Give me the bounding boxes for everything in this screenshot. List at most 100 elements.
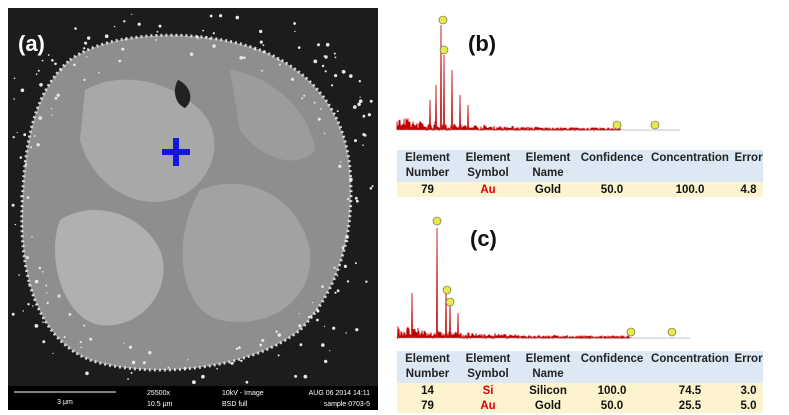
dot	[298, 46, 301, 49]
dot	[31, 236, 33, 238]
spectrum-c	[397, 217, 690, 338]
header-cell: Symbol	[467, 167, 509, 179]
dot	[131, 14, 132, 15]
header-cell: Element	[405, 353, 450, 365]
dot	[310, 315, 312, 317]
dot	[86, 56, 87, 57]
dot	[192, 380, 196, 384]
dot	[300, 343, 303, 346]
table-row-bg	[397, 383, 763, 398]
dot	[83, 325, 85, 327]
dot	[87, 36, 90, 39]
dot	[143, 361, 146, 364]
dot	[294, 375, 297, 378]
dot	[15, 224, 16, 225]
dot	[157, 31, 159, 33]
dot	[372, 185, 374, 187]
dot	[278, 333, 282, 337]
sem-image: (a) 3 μm 25500x 10.5 μm 10kV - Image BSD…	[8, 8, 378, 410]
dot	[344, 265, 347, 268]
dot	[148, 351, 151, 354]
dot	[36, 73, 38, 75]
dot	[30, 146, 32, 148]
dot	[98, 72, 100, 74]
spectrum-trace	[397, 228, 631, 338]
dot	[321, 285, 324, 288]
dot	[263, 44, 265, 46]
dot	[55, 97, 58, 100]
header-cell: Concentration	[651, 353, 729, 365]
dot	[13, 98, 15, 100]
dot	[314, 102, 316, 104]
dot	[347, 241, 348, 242]
dot	[298, 324, 301, 327]
dot	[187, 359, 188, 360]
peak-marker	[440, 46, 448, 54]
dot	[349, 178, 353, 182]
dot	[14, 78, 16, 80]
header-cell: Element	[466, 152, 511, 164]
dot	[129, 346, 132, 349]
dot	[359, 80, 361, 82]
dot	[118, 60, 121, 63]
dot	[320, 108, 322, 110]
dot	[21, 89, 25, 93]
header-cell: Element	[405, 152, 450, 164]
dot	[360, 97, 361, 98]
dot	[155, 39, 157, 41]
dot	[363, 115, 366, 118]
dot	[205, 36, 207, 38]
dot	[83, 79, 85, 81]
dot	[259, 30, 262, 33]
dot	[47, 302, 49, 304]
dot	[359, 99, 363, 103]
header-cell: Element	[466, 353, 511, 365]
dot	[127, 378, 129, 380]
dot	[23, 133, 26, 136]
dot	[27, 196, 30, 199]
dot	[38, 70, 40, 72]
dot	[293, 22, 296, 25]
dot	[210, 15, 213, 18]
table-b: ElementNumberElementSymbolElementNameCon…	[397, 150, 763, 197]
header-cell: Element	[526, 353, 571, 365]
dot	[342, 70, 346, 74]
dot	[32, 305, 33, 306]
dot	[324, 133, 326, 135]
dot	[340, 161, 341, 162]
dot	[349, 74, 353, 78]
dot	[294, 31, 295, 32]
dot	[303, 95, 305, 97]
header-cell: Number	[406, 368, 450, 380]
dot	[60, 68, 63, 71]
dot	[246, 381, 249, 384]
dot	[325, 70, 327, 72]
table-cell: 3.0	[741, 385, 757, 397]
dot	[54, 63, 57, 66]
dot	[35, 324, 39, 328]
figure: (a) 3 μm 25500x 10.5 μm 10kV - Image BSD…	[0, 0, 789, 415]
dot	[338, 165, 341, 168]
dot	[362, 144, 364, 146]
dot	[324, 55, 326, 57]
header-cell: Number	[406, 167, 450, 179]
dot	[105, 34, 109, 38]
dot	[304, 375, 308, 379]
dot	[138, 23, 141, 26]
dot	[318, 118, 321, 121]
table-cell: 100.0	[676, 184, 705, 196]
mode: 10kV - Image	[222, 390, 264, 397]
dot	[80, 347, 82, 349]
dot	[317, 43, 320, 46]
spectrum-trace	[397, 25, 621, 130]
dot	[201, 375, 205, 379]
panel-label: (a)	[18, 31, 45, 56]
dot	[230, 362, 233, 365]
dot	[39, 83, 43, 87]
dot	[132, 361, 135, 364]
panel-label: (c)	[470, 226, 497, 251]
table-cell: 50.0	[601, 184, 623, 196]
dot	[326, 43, 330, 47]
dot	[202, 30, 204, 32]
dot	[196, 36, 199, 39]
